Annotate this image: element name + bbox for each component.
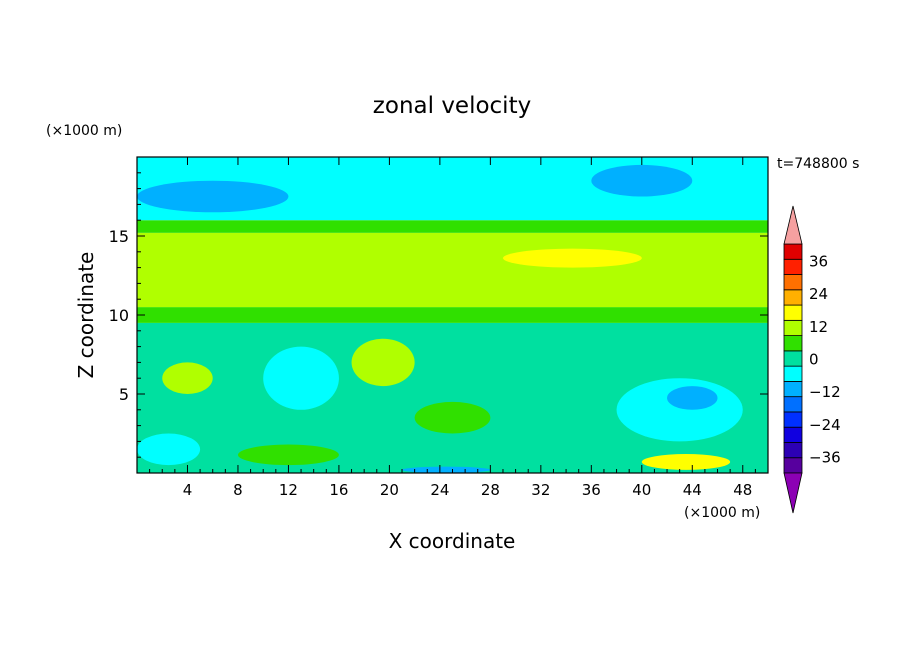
colorbar: 36 24 12 0 −12 −24 −36 — [783, 205, 841, 514]
x-tick-label: 48 — [733, 481, 752, 499]
colorbar-segment — [783, 365, 803, 382]
colorbar-tick-label: 24 — [809, 285, 828, 303]
colorbar-extend-high — [783, 205, 803, 245]
contour-region — [414, 401, 491, 434]
y-axis-label: Z coordinate — [74, 252, 98, 379]
contour-region — [591, 164, 693, 197]
contour-region — [641, 454, 731, 470]
colorbar-tick-label: −12 — [809, 383, 841, 401]
x-tick-label: 20 — [380, 481, 399, 499]
x-axis-label: X coordinate — [389, 529, 516, 553]
chart-title: zonal velocity — [373, 93, 531, 119]
contour-region — [137, 232, 768, 308]
colorbar-segment — [783, 289, 803, 306]
colorbar-segment — [783, 396, 803, 413]
colorbar-segment — [783, 442, 803, 459]
contour-region — [402, 466, 491, 473]
contour-fill-layer — [137, 157, 768, 473]
colorbar-segment — [783, 274, 803, 291]
contour-region — [137, 433, 201, 466]
colorbar-tick-label: −36 — [809, 449, 841, 467]
colorbar-segment — [783, 258, 803, 275]
colorbar-segment — [783, 243, 803, 260]
x-tick-label: 16 — [329, 481, 348, 499]
colorbar-tick-label: −24 — [809, 416, 841, 434]
y-tick-label: 5 — [119, 385, 129, 404]
colorbar-segment — [783, 426, 803, 443]
colorbar-segment — [783, 457, 803, 474]
x-tick-label: 28 — [481, 481, 500, 499]
x-tick-label: 32 — [531, 481, 550, 499]
colorbar-segment — [783, 304, 803, 321]
x-tick-label: 4 — [183, 481, 193, 499]
colorbar-segment — [783, 335, 803, 352]
x-tick-label: 24 — [430, 481, 449, 499]
contour-region — [667, 386, 718, 410]
colorbar-segment — [783, 350, 803, 367]
contour-region — [263, 346, 339, 410]
x-tick-label: 40 — [632, 481, 651, 499]
time-label: t=748800 s — [777, 156, 859, 172]
y-tick-label: 10 — [109, 306, 129, 325]
colorbar-tick-label: 36 — [809, 252, 828, 270]
x-axis-unit: (×1000 m) — [684, 505, 760, 521]
x-tick-label: 8 — [233, 481, 243, 499]
contour-region — [616, 378, 743, 442]
contour-region — [137, 220, 768, 233]
x-tick-label: 44 — [683, 481, 702, 499]
colorbar-segment — [783, 380, 803, 398]
colorbar-tick-label: 12 — [809, 318, 828, 336]
x-tick-label: 36 — [582, 481, 601, 499]
colorbar-tick-label: 0 — [809, 351, 819, 369]
y-tick-label: 15 — [109, 227, 129, 246]
colorbar-segment — [783, 319, 803, 337]
contour-region — [137, 307, 768, 323]
contour-region — [351, 338, 415, 387]
contour-region — [137, 180, 289, 213]
contour-region — [162, 362, 213, 395]
y-axis-unit: (×1000 m) — [46, 123, 122, 139]
contour-region — [237, 444, 339, 466]
colorbar-extend-low — [783, 472, 803, 514]
colorbar-segment — [783, 411, 803, 428]
contour-region — [502, 248, 642, 268]
x-tick-label: 12 — [279, 481, 298, 499]
